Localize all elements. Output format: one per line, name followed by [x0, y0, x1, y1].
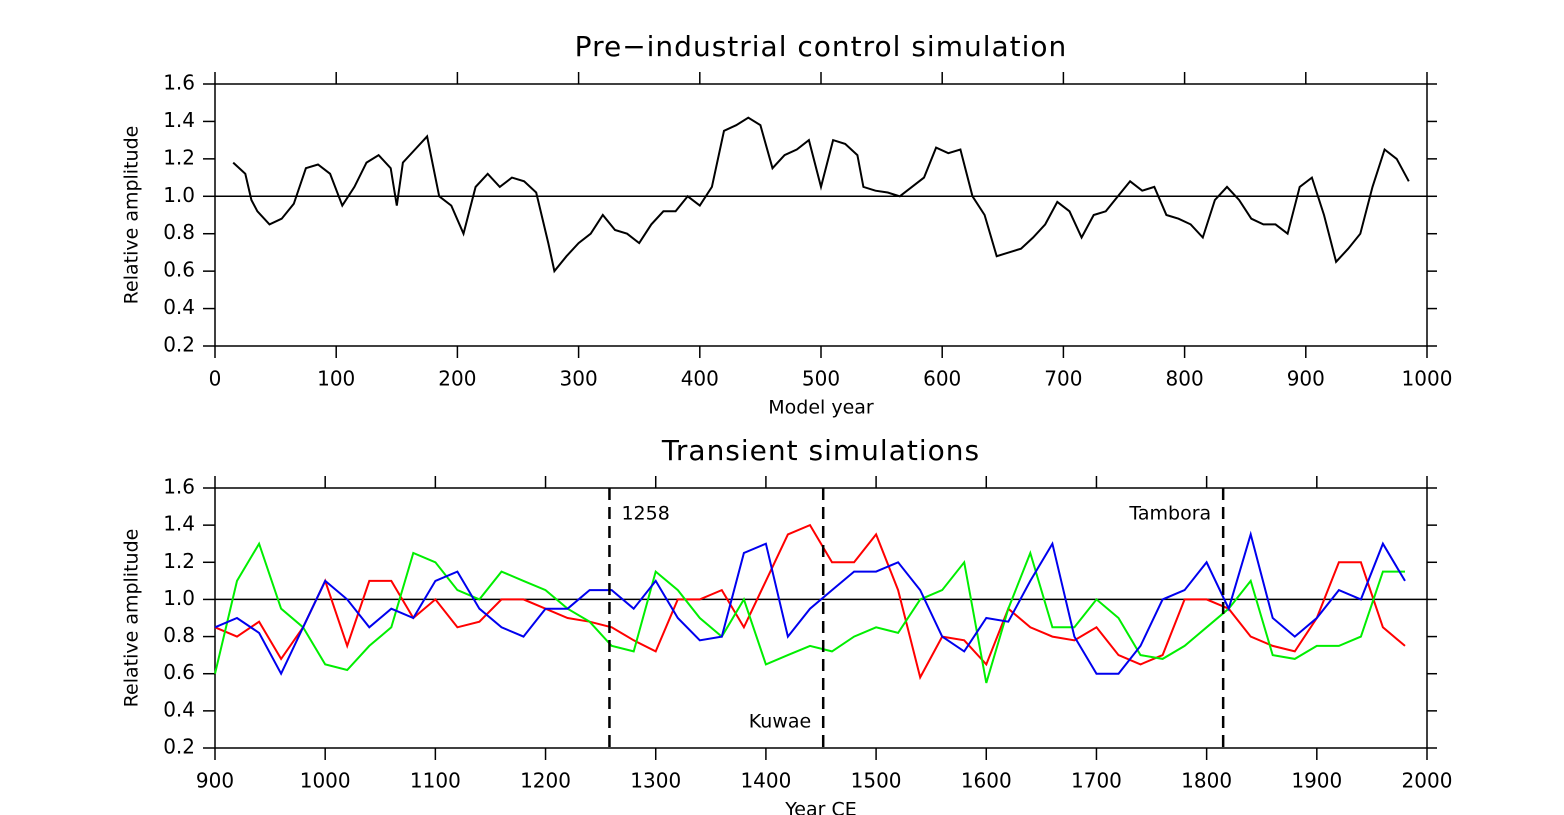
x-axis-label: Model year: [768, 397, 874, 419]
y-tick-label: 1.6: [163, 475, 195, 499]
x-tick-label: 1100: [410, 769, 461, 793]
event-label: 1258: [621, 503, 669, 525]
y-tick-label: 0.8: [163, 220, 195, 244]
event-label: Kuwae: [749, 711, 811, 733]
x-tick-label: 600: [923, 367, 961, 391]
x-tick-label: 1900: [1291, 769, 1342, 793]
x-tick-label: 400: [681, 367, 719, 391]
plot-frame: [214, 487, 1428, 749]
x-tick-label: 300: [560, 367, 598, 391]
y-tick-label: 0.4: [163, 295, 195, 319]
x-tick-label: 200: [438, 367, 476, 391]
chart-title: Transient simulations: [661, 434, 980, 467]
x-tick-label: 1400: [740, 769, 791, 793]
y-axis-label: Relative amplitude: [121, 529, 143, 708]
y-tick-label: 0.8: [163, 623, 195, 647]
series-line: [214, 541, 1405, 684]
y-tick-label: 1.2: [163, 549, 195, 573]
y-tick-label: 1.6: [163, 71, 195, 95]
series-line: [232, 116, 1410, 274]
x-tick-label: 900: [196, 769, 234, 793]
x-tick-label: 800: [1166, 367, 1204, 391]
x-tick-label: 0: [209, 367, 222, 391]
y-tick-label: 0.6: [163, 258, 195, 282]
y-tick-label: 0.2: [163, 333, 195, 357]
y-tick-label: 0.2: [163, 735, 195, 759]
y-tick-label: 1.0: [163, 183, 195, 207]
x-tick-label: 900: [1287, 367, 1325, 391]
x-tick-label: 1700: [1071, 769, 1122, 793]
plot-frame: [214, 83, 1428, 347]
x-tick-label: 100: [317, 367, 355, 391]
x-tick-label: 1200: [520, 769, 571, 793]
series-line: [214, 523, 1406, 681]
x-tick-label: 1300: [630, 769, 681, 793]
y-axis-label: Relative amplitude: [121, 126, 143, 305]
y-tick-label: 1.0: [163, 586, 195, 610]
series-line: [214, 530, 1406, 676]
y-tick-label: 1.4: [163, 108, 195, 132]
x-tick-label: 1000: [300, 769, 351, 793]
x-tick-label: 500: [802, 367, 840, 391]
x-tick-label: 2000: [1402, 769, 1453, 793]
x-axis-label: Year CE: [784, 799, 857, 815]
x-tick-label: 1500: [851, 769, 902, 793]
event-label: Tambora: [1128, 503, 1211, 525]
y-tick-label: 1.4: [163, 512, 195, 536]
x-tick-label: 1600: [961, 769, 1012, 793]
x-tick-label: 700: [1044, 367, 1082, 391]
y-tick-label: 1.2: [163, 145, 195, 169]
x-tick-label: 1000: [1402, 367, 1453, 391]
x-tick-label: 1800: [1181, 769, 1232, 793]
chart-title: Pre−industrial control simulation: [575, 30, 1068, 63]
y-tick-label: 0.4: [163, 697, 195, 721]
y-tick-label: 0.6: [163, 660, 195, 684]
